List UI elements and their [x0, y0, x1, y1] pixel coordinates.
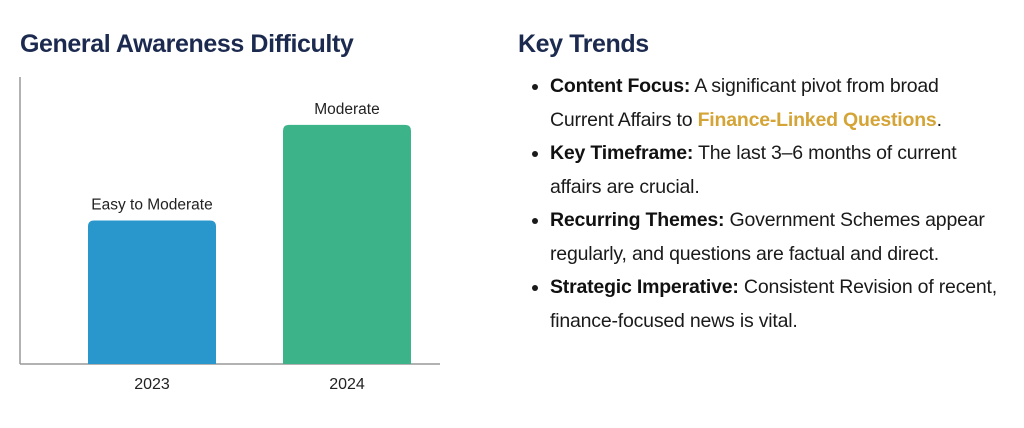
bar-2024: [283, 124, 411, 364]
trends-list: Content Focus: A significant pivot from …: [528, 70, 1000, 338]
trend-item-key-timeframe: Key Timeframe: The last 3–6 months of cu…: [550, 137, 1000, 204]
trend-item-strategic-imperative: Strategic Imperative: Consistent Revisio…: [550, 271, 1000, 338]
trend-label: Key Timeframe:: [550, 142, 694, 164]
trend-text-end: .: [936, 108, 942, 131]
trend-highlight: Finance-Linked Questions: [697, 108, 937, 131]
trend-text: A significant pivot from broad Current A…: [550, 75, 939, 131]
data-label-2023: Easy to Moderate: [91, 197, 212, 214]
bar-2023: [88, 220, 216, 364]
x-tick-label-2024: 2024: [329, 376, 365, 393]
trend-label: Strategic Imperative:: [550, 276, 739, 298]
chart-title: General Awareness Difficulty: [20, 30, 354, 58]
data-label-2024: Moderate: [314, 101, 379, 118]
trend-text: The last 3–6 months of current affairs a…: [550, 142, 957, 198]
trend-label: Recurring Themes:: [550, 209, 725, 231]
trend-item-recurring-themes: Recurring Themes: Government Schemes app…: [550, 204, 1000, 271]
trend-item-content-focus: Content Focus: A significant pivot from …: [550, 70, 1000, 137]
trend-text: Consistent Revision of recent, finance-f…: [550, 276, 997, 332]
trend-text: Government Schemes appear regularly, and…: [550, 209, 985, 265]
trends-title: Key Trends: [518, 30, 649, 58]
bar-chart: Easy to Moderate 2023 Moderate 2024: [19, 77, 440, 393]
x-tick-label-2023: 2023: [134, 376, 170, 393]
trend-label: Content Focus:: [550, 75, 691, 97]
